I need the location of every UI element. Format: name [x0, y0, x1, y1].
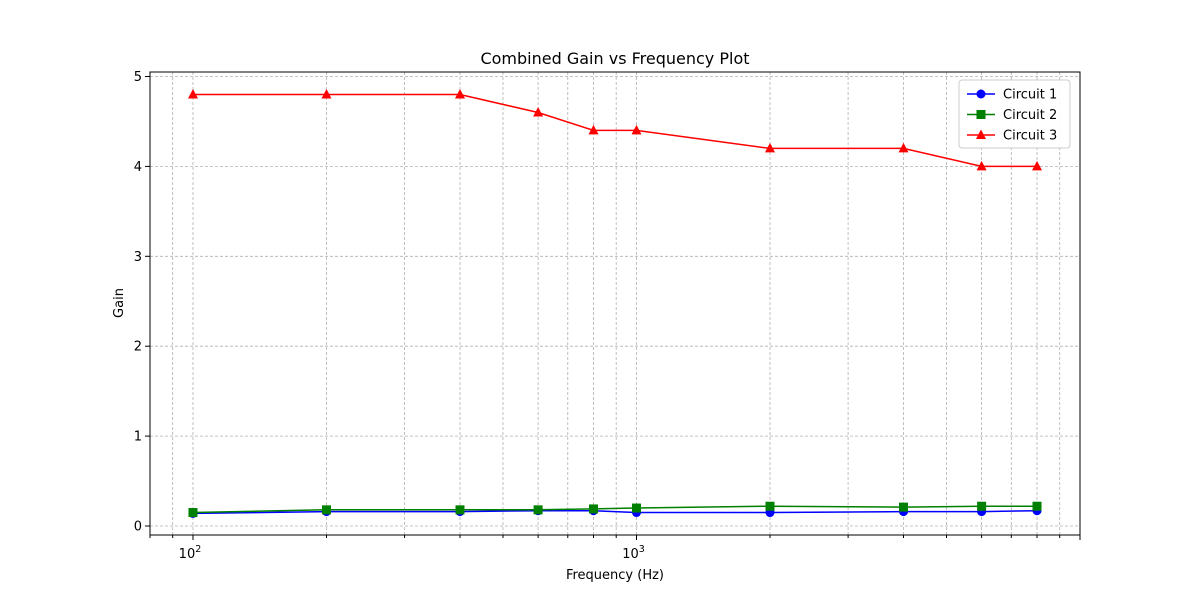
- data-point-triangle: [455, 88, 465, 99]
- data-point-triangle: [321, 88, 332, 99]
- y-tick-label: 0: [134, 520, 142, 535]
- series-circuit-2: [188, 501, 1042, 518]
- data-point-triangle: [187, 88, 198, 99]
- y-tick-label: 2: [134, 340, 142, 355]
- data-point-square: [765, 501, 775, 511]
- plot-frame: [149, 71, 1081, 536]
- data-point-triangle: [1032, 160, 1043, 171]
- y-tick-label: 5: [134, 70, 142, 85]
- x-tick-label: 103: [622, 544, 645, 562]
- data-point-square: [976, 110, 986, 119]
- y-tick-label: 3: [134, 250, 142, 265]
- legend-label: Circuit 1: [1003, 88, 1057, 103]
- axes: 102 103 0 1 2 3 4 5: [134, 70, 1081, 562]
- data-point-triangle: [976, 160, 987, 171]
- data-point-square: [321, 505, 331, 515]
- data-point-triangle: [976, 129, 986, 139]
- data-point-triangle: [631, 124, 642, 135]
- plot-background: [150, 72, 1080, 535]
- chart-title: Combined Gain vs Frequency Plot: [480, 49, 749, 68]
- series-circuit-3: [187, 88, 1043, 171]
- data-point-square: [1032, 501, 1042, 511]
- data-point-square: [533, 505, 543, 515]
- data-point-square: [899, 502, 909, 512]
- data-point-square: [977, 501, 987, 511]
- data-point-square: [455, 505, 465, 515]
- y-axis-label: Gain: [112, 288, 127, 318]
- data-point-triangle: [898, 142, 909, 153]
- series-line: [192, 505, 1037, 514]
- legend-item: Circuit 2: [967, 108, 1057, 123]
- series-line: [193, 93, 1037, 168]
- data-point-square: [188, 508, 198, 518]
- y-tick-label: 4: [134, 160, 142, 175]
- series-layer: [187, 88, 1043, 518]
- grid: [149, 72, 1081, 535]
- data-point-square: [589, 504, 599, 514]
- legend-label: Circuit 2: [1003, 108, 1057, 123]
- series-line: [192, 509, 1038, 515]
- legend-item: Circuit 3: [967, 129, 1057, 144]
- data-point-circle: [976, 89, 986, 99]
- legend: Circuit 1 Circuit 2 Circuit 3: [958, 79, 1071, 149]
- legend-label: Circuit 3: [1003, 129, 1057, 144]
- legend-box: [958, 79, 1071, 149]
- x-tick-label: 102: [179, 544, 202, 562]
- legend-item: Circuit 1: [967, 88, 1057, 103]
- data-point-triangle: [533, 106, 544, 117]
- data-point-triangle: [765, 142, 775, 153]
- y-tick-label: 1: [134, 430, 142, 445]
- data-point-square: [631, 503, 641, 513]
- data-point-triangle: [588, 124, 599, 135]
- x-axis-label: Frequency (Hz): [566, 568, 664, 583]
